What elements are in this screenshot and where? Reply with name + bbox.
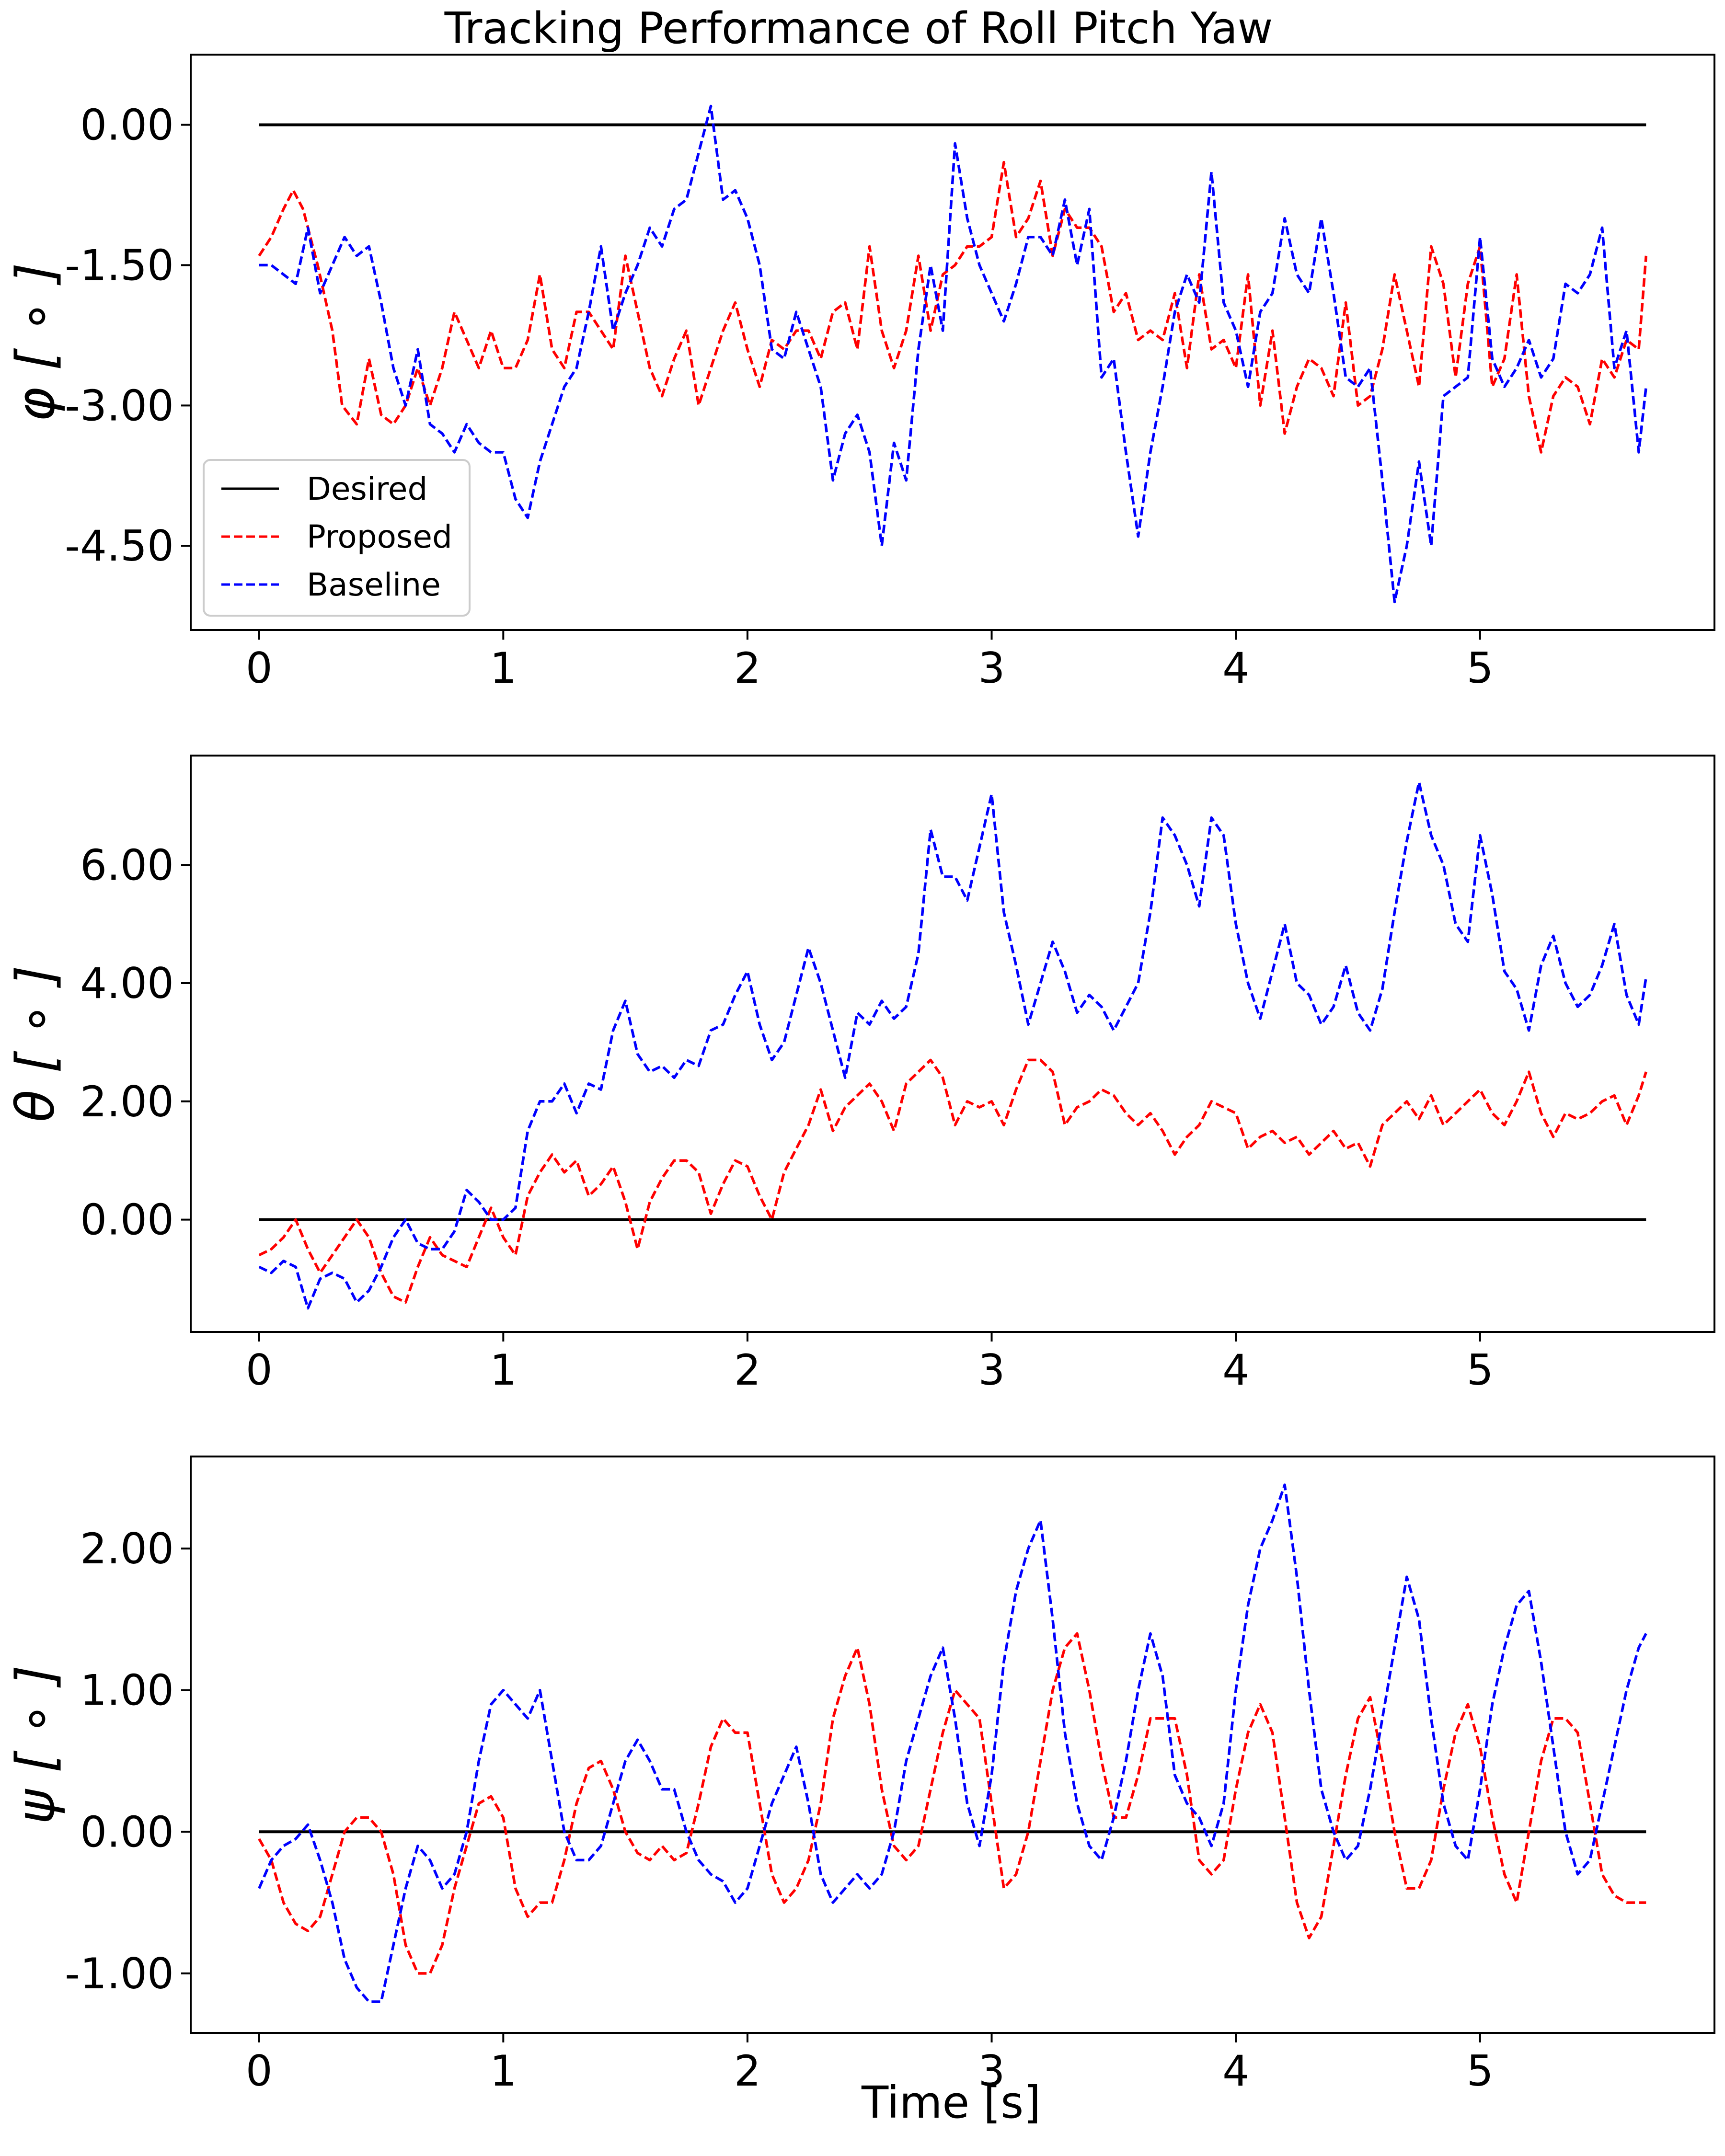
roll-x-tick-label: 3 — [978, 643, 1005, 693]
pitch-axes-frame — [190, 755, 1715, 1333]
legend: Desired Proposed Baseline — [203, 459, 471, 617]
yaw-y-tick-label: -1.00 — [65, 1949, 174, 1998]
yaw-y-tick-label: 2.00 — [80, 1524, 174, 1573]
roll-x-tick-label: 1 — [490, 643, 517, 693]
pitch-x-tick-label: 2 — [734, 1345, 761, 1395]
yaw-x-tick-label: 2 — [734, 2046, 761, 2096]
yaw-axes-frame — [190, 1456, 1715, 2034]
pitch-x-tick-label: 4 — [1222, 1345, 1249, 1395]
roll-x-tick-label: 2 — [734, 643, 761, 693]
pitch-y-axis-label: θ [ ∘ ] — [5, 965, 66, 1122]
roll-y-tick-label: -3.00 — [65, 381, 174, 430]
roll-y-axis-label: φ [ ∘ ] — [5, 263, 66, 422]
yaw-series-proposed — [258, 1632, 1646, 1975]
pitch-series-baseline — [258, 780, 1648, 1310]
pitch-subplot: 0 1 2 3 4 5 0.00 2.00 4.00 6.00 θ [ ∘ ] — [5, 755, 1715, 1395]
roll-series-baseline — [259, 104, 1648, 604]
yaw-x-tick-label: 3 — [978, 2046, 1005, 2096]
roll-series-proposed — [258, 161, 1648, 454]
pitch-y-tick-label: 6.00 — [80, 840, 174, 890]
roll-subplot: 0 1 2 3 4 5 0.00 -1.50 -3.00 -4.50 φ [ ∘ ] — [5, 54, 1715, 693]
roll-x-tick-label: 5 — [1467, 643, 1494, 693]
roll-y-tick-label: 0.00 — [80, 100, 174, 149]
roll-axes-frame — [190, 54, 1715, 631]
roll-x-tick-label: 0 — [246, 643, 273, 693]
yaw-x-tick-label: 0 — [246, 2046, 273, 2096]
yaw-x-tick-label: 1 — [490, 2046, 517, 2096]
roll-x-tick-label: 4 — [1222, 643, 1249, 693]
legend-frame — [203, 459, 471, 617]
legend-label-desired: Desired — [307, 470, 427, 507]
pitch-y-tick-label: 2.00 — [80, 1077, 174, 1126]
pitch-y-tick-label: 4.00 — [80, 959, 174, 1008]
roll-y-tick-label: -4.50 — [65, 521, 174, 571]
yaw-x-tick-label: 4 — [1222, 2046, 1249, 2096]
legend-label-proposed: Proposed — [307, 518, 452, 555]
yaw-y-tick-label: 0.00 — [80, 1807, 174, 1857]
yaw-series-baseline — [258, 1483, 1647, 2003]
pitch-x-tick-label: 3 — [978, 1345, 1005, 1395]
legend-label-baseline: Baseline — [307, 566, 441, 603]
yaw-y-axis-label: ψ [ ∘ ] — [5, 1665, 66, 1824]
yaw-y-tick-label: 1.00 — [80, 1666, 174, 1715]
yaw-subplot: 0 1 2 3 4 5 -1.00 0.00 1.00 2.00 ψ [ ∘ ] — [5, 1456, 1715, 2096]
pitch-x-tick-label: 1 — [490, 1345, 517, 1395]
x-axis-label: Time [s] — [861, 2077, 1041, 2128]
pitch-y-tick-label: 0.00 — [80, 1195, 174, 1245]
pitch-x-tick-label: 5 — [1467, 1345, 1494, 1395]
figure-title: Tracking Performance of Roll Pitch Yaw — [444, 3, 1273, 54]
pitch-series-proposed — [258, 1058, 1647, 1304]
yaw-x-tick-label: 5 — [1467, 2046, 1494, 2096]
roll-y-tick-label: -1.50 — [65, 241, 174, 290]
pitch-x-tick-label: 0 — [246, 1345, 273, 1395]
